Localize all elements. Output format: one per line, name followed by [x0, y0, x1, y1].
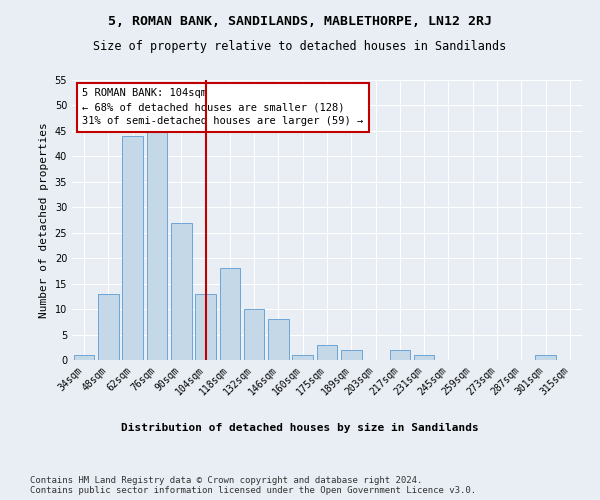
Y-axis label: Number of detached properties: Number of detached properties	[39, 122, 49, 318]
Bar	[292, 355, 313, 360]
Bar	[74, 355, 94, 360]
Text: Size of property relative to detached houses in Sandilands: Size of property relative to detached ho…	[94, 40, 506, 53]
Bar	[389, 350, 410, 360]
Bar	[122, 136, 143, 360]
Bar	[535, 355, 556, 360]
Bar	[414, 355, 434, 360]
Text: Contains HM Land Registry data © Crown copyright and database right 2024.
Contai: Contains HM Land Registry data © Crown c…	[30, 476, 476, 495]
Bar	[244, 309, 265, 360]
Bar	[98, 294, 119, 360]
Bar	[195, 294, 216, 360]
Bar	[268, 320, 289, 360]
Bar	[220, 268, 240, 360]
Bar	[146, 126, 167, 360]
Text: Distribution of detached houses by size in Sandilands: Distribution of detached houses by size …	[121, 422, 479, 432]
Bar	[317, 344, 337, 360]
Bar	[171, 222, 191, 360]
Text: 5 ROMAN BANK: 104sqm
← 68% of detached houses are smaller (128)
31% of semi-deta: 5 ROMAN BANK: 104sqm ← 68% of detached h…	[82, 88, 364, 126]
Text: 5, ROMAN BANK, SANDILANDS, MABLETHORPE, LN12 2RJ: 5, ROMAN BANK, SANDILANDS, MABLETHORPE, …	[108, 15, 492, 28]
Bar	[341, 350, 362, 360]
